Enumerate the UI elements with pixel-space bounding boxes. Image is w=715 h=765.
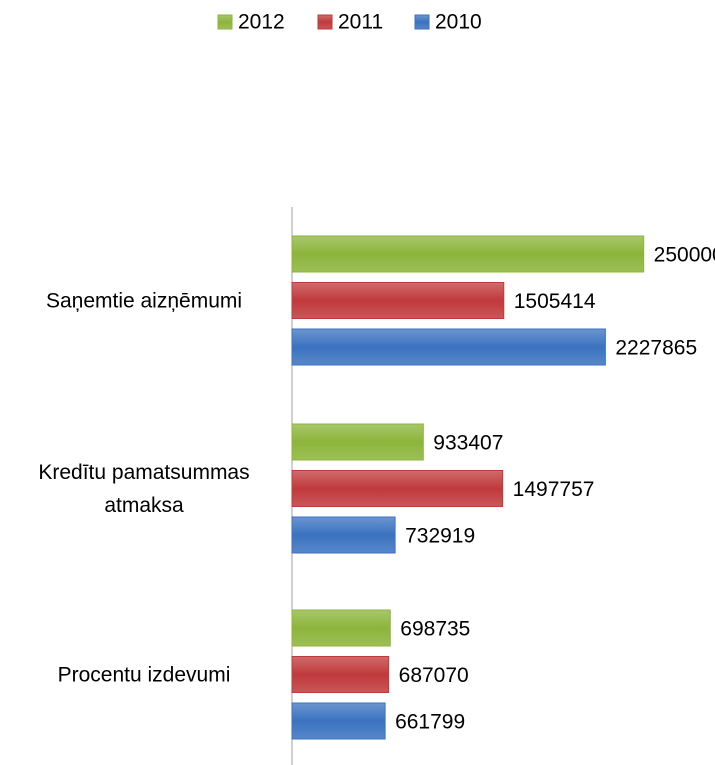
value-label: 2500000 bbox=[654, 244, 715, 267]
category-label: Saņemtie aizņēmumi bbox=[45, 289, 243, 312]
category-label: Kredītu pamatsummas atmaksa bbox=[38, 460, 250, 517]
legend-label: 2011 bbox=[338, 11, 383, 34]
bar bbox=[291, 328, 606, 366]
legend-label: 2012 bbox=[238, 11, 285, 34]
value-label: 698735 bbox=[400, 618, 470, 641]
value-label: 1497757 bbox=[513, 478, 595, 501]
value-label: 661799 bbox=[395, 711, 465, 734]
legend-swatch bbox=[317, 14, 333, 30]
legend-swatch bbox=[414, 14, 430, 30]
bar bbox=[291, 423, 424, 461]
category-label: Procentu izdevumi bbox=[57, 663, 231, 686]
value-label: 1505414 bbox=[514, 290, 596, 313]
legend-label: 2010 bbox=[435, 11, 482, 34]
bar bbox=[291, 609, 391, 647]
value-label: 2227865 bbox=[615, 337, 697, 360]
bar bbox=[291, 656, 390, 693]
legend-swatch bbox=[217, 14, 233, 30]
bar bbox=[291, 282, 505, 319]
bar bbox=[291, 516, 396, 554]
bar bbox=[291, 470, 504, 507]
value-label: 687070 bbox=[399, 664, 469, 687]
value-label: 933407 bbox=[433, 432, 503, 455]
value-label: 732919 bbox=[405, 525, 475, 548]
bar bbox=[291, 235, 645, 273]
bar bbox=[291, 702, 386, 740]
